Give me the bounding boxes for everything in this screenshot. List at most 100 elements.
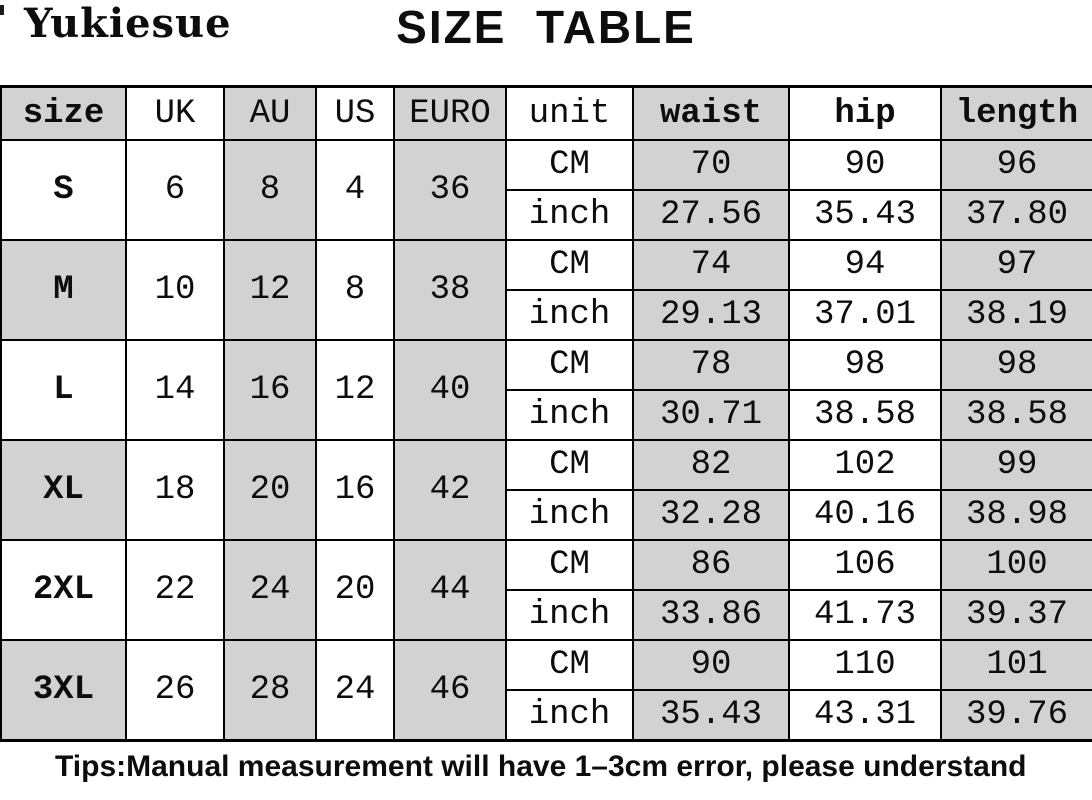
- size-cell: 2XL: [0, 539, 127, 641]
- euro-cell: 36: [393, 139, 507, 241]
- au-cell: 24: [223, 539, 317, 641]
- us-cell: 20: [315, 539, 395, 641]
- length-inch-cell: 37.80: [940, 189, 1092, 241]
- euro-cell: 38: [393, 239, 507, 341]
- unit-cm-cell: CM: [505, 139, 634, 191]
- size-table: size UK AU US EURO unit waist hip length…: [0, 85, 1092, 742]
- table-row-l-inch: inch 30.71 38.58 38.58: [1, 389, 1092, 441]
- waist-cm-cell: 74: [632, 239, 790, 291]
- us-cell: 4: [315, 139, 395, 241]
- length-cm-cell: 98: [940, 339, 1092, 391]
- unit-cm-cell: CM: [505, 639, 634, 691]
- length-cm-cell: 96: [940, 139, 1092, 191]
- length-inch-cell: 38.98: [940, 489, 1092, 541]
- waist-inch-cell: 27.56: [632, 189, 790, 241]
- us-cell: 24: [315, 639, 395, 742]
- size-cell: S: [0, 139, 127, 241]
- table-row-m-cm: M 10 12 8 38 CM 74 94 97: [0, 239, 1092, 341]
- hip-cm-cell: 94: [788, 239, 942, 291]
- brand-logo: Yukiesue: [24, 0, 232, 47]
- length-inch-cell: 39.76: [940, 689, 1092, 742]
- uk-cell: 14: [125, 339, 225, 441]
- header-hip: hip: [788, 85, 942, 141]
- tips-note: Tips:Manual measurement will have 1–3cm …: [55, 750, 1027, 783]
- hip-cm-cell: 102: [788, 439, 942, 491]
- hip-cm-cell: 98: [788, 339, 942, 391]
- table-row-3xl-cm: 3XL 26 28 24 46 CM 90 110 101: [0, 639, 1092, 742]
- unit-cm-cell: CM: [505, 539, 634, 591]
- waist-inch-cell: 32.28: [632, 489, 790, 541]
- table-row-2xl-inch: inch 33.86 41.73 39.37: [1, 589, 1092, 641]
- header-us: US: [315, 85, 395, 141]
- waist-cm-cell: 90: [632, 639, 790, 691]
- hip-cm-cell: 106: [788, 539, 942, 591]
- waist-inch-cell: 30.71: [632, 389, 790, 441]
- unit-inch-cell: inch: [505, 489, 634, 541]
- header-uk: UK: [125, 85, 225, 141]
- table-row-s-cm: S 6 8 4 36 CM 70 90 96: [0, 139, 1092, 241]
- hip-cm-cell: 110: [788, 639, 942, 691]
- edge-artifact-mark: [0, 5, 4, 15]
- waist-cm-cell: 82: [632, 439, 790, 491]
- au-cell: 16: [223, 339, 317, 441]
- length-cm-cell: 100: [940, 539, 1092, 591]
- us-cell: 16: [315, 439, 395, 541]
- au-cell: 8: [223, 139, 317, 241]
- hip-inch-cell: 41.73: [788, 589, 942, 641]
- euro-cell: 42: [393, 439, 507, 541]
- unit-cm-cell: CM: [505, 239, 634, 291]
- unit-inch-cell: inch: [505, 689, 634, 742]
- unit-cm-cell: CM: [505, 339, 634, 391]
- header-size: size: [0, 85, 127, 141]
- table-row-m-inch: inch 29.13 37.01 38.19: [1, 289, 1092, 341]
- au-cell: 20: [223, 439, 317, 541]
- hip-inch-cell: 37.01: [788, 289, 942, 341]
- unit-inch-cell: inch: [505, 289, 634, 341]
- header-row: size UK AU US EURO unit waist hip length: [0, 85, 1092, 141]
- length-inch-cell: 38.19: [940, 289, 1092, 341]
- waist-inch-cell: 29.13: [632, 289, 790, 341]
- hip-inch-cell: 35.43: [788, 189, 942, 241]
- waist-cm-cell: 70: [632, 139, 790, 191]
- uk-cell: 10: [125, 239, 225, 341]
- header-unit: unit: [505, 85, 634, 141]
- length-cm-cell: 97: [940, 239, 1092, 291]
- waist-inch-cell: 33.86: [632, 589, 790, 641]
- au-cell: 28: [223, 639, 317, 742]
- euro-cell: 40: [393, 339, 507, 441]
- table-row-2xl-cm: 2XL 22 24 20 44 CM 86 106 100: [0, 539, 1092, 641]
- euro-cell: 44: [393, 539, 507, 641]
- header-euro: EURO: [393, 85, 507, 141]
- size-cell: 3XL: [0, 639, 127, 742]
- page-title: SIZE TABLE: [396, 1, 696, 53]
- waist-cm-cell: 78: [632, 339, 790, 391]
- waist-cm-cell: 86: [632, 539, 790, 591]
- size-cell: L: [0, 339, 127, 441]
- au-cell: 12: [223, 239, 317, 341]
- hip-inch-cell: 38.58: [788, 389, 942, 441]
- table-row-l-cm: L 14 16 12 40 CM 78 98 98: [0, 339, 1092, 441]
- header-length: length: [940, 85, 1092, 141]
- length-inch-cell: 39.37: [940, 589, 1092, 641]
- table-row-3xl-inch: inch 35.43 43.31 39.76: [1, 689, 1092, 742]
- table-row-s-inch: inch 27.56 35.43 37.80: [1, 189, 1092, 241]
- uk-cell: 26: [125, 639, 225, 742]
- unit-inch-cell: inch: [505, 589, 634, 641]
- header-waist: waist: [632, 85, 790, 141]
- length-cm-cell: 101: [940, 639, 1092, 691]
- uk-cell: 6: [125, 139, 225, 241]
- unit-inch-cell: inch: [505, 189, 634, 241]
- size-cell: M: [0, 239, 127, 341]
- size-cell: XL: [0, 439, 127, 541]
- table-row-xl-cm: XL 18 20 16 42 CM 82 102 99: [0, 439, 1092, 541]
- hip-cm-cell: 90: [788, 139, 942, 191]
- us-cell: 12: [315, 339, 395, 441]
- length-cm-cell: 99: [940, 439, 1092, 491]
- unit-cm-cell: CM: [505, 439, 634, 491]
- uk-cell: 22: [125, 539, 225, 641]
- hip-inch-cell: 43.31: [788, 689, 942, 742]
- uk-cell: 18: [125, 439, 225, 541]
- unit-inch-cell: inch: [505, 389, 634, 441]
- length-inch-cell: 38.58: [940, 389, 1092, 441]
